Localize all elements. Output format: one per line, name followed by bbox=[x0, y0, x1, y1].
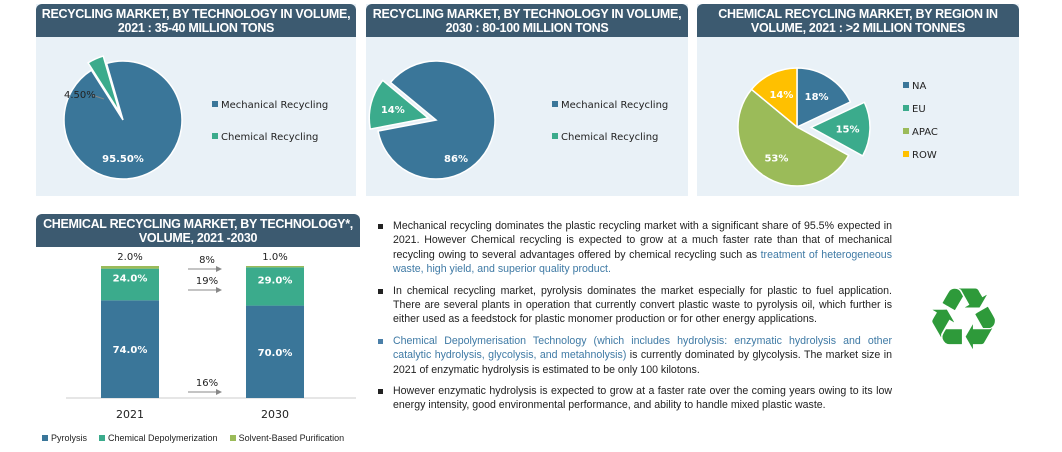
bullet-item: In chemical recycling market, pyrolysis … bbox=[376, 284, 892, 327]
legend-label: Solvent-Based Purification bbox=[238, 433, 345, 443]
pie-slice bbox=[377, 60, 496, 180]
legend-item: Pyrolysis bbox=[42, 433, 87, 443]
pie-panel-region: CHEMICAL RECYCLING MARKET, BY REGION IN … bbox=[697, 4, 1019, 196]
bullet-item: Mechanical recycling dominates the plast… bbox=[376, 219, 892, 277]
legend-swatch bbox=[99, 435, 106, 441]
legend-label: NA bbox=[912, 81, 926, 92]
data-label: 95.50% bbox=[102, 154, 144, 165]
pie-slice bbox=[87, 55, 121, 114]
legend-swatch bbox=[903, 128, 909, 134]
chart-title: CHEMICAL RECYCLING MARKET, BY TECHNOLOGY… bbox=[36, 214, 360, 247]
data-label: 14% bbox=[769, 90, 793, 101]
growth-label: 19% bbox=[196, 276, 218, 287]
data-label: 14% bbox=[381, 105, 405, 116]
data-label: 4.50% bbox=[64, 90, 96, 101]
legend-label: Pyrolysis bbox=[51, 433, 88, 443]
legend-swatch bbox=[552, 133, 558, 139]
legend-swatch bbox=[212, 133, 218, 139]
legend-label: Mechanical Recycling bbox=[221, 100, 328, 111]
growth-label: 8% bbox=[199, 255, 215, 266]
data-label: 74.0% bbox=[113, 345, 148, 356]
highlighted-text: Chemical Depolymerisation Technology (wh… bbox=[393, 334, 892, 362]
legend-label: ROW bbox=[912, 150, 937, 161]
pie-chart-2021: 95.50% Mechanical Recycling 4.50% Chemical … bbox=[63, 55, 328, 180]
legend-item: Chemical Depolymerization bbox=[99, 433, 218, 443]
bullet-text: However enzymatic hydrolysis is expected… bbox=[393, 385, 892, 412]
pie-slice bbox=[368, 79, 430, 130]
bar-legend: Pyrolysis Chemical Depolymerization Solven… bbox=[42, 433, 344, 443]
pie-chart-region: 18% NA 15% EU 53% APAC 14% ROW bbox=[737, 67, 938, 187]
data-label: 1.0% bbox=[262, 252, 287, 263]
legend-label: Chemical Recycling bbox=[221, 132, 318, 143]
pie-panel-2030: RECYCLING MARKET, BY TECHNOLOGY IN VOLUM… bbox=[366, 4, 688, 196]
legend-label: EU bbox=[912, 104, 926, 115]
legend-label: Chemical Recycling bbox=[561, 132, 658, 143]
stacked-bar-chart: 74.0% 24.0% 2.0% 2021 70.0% 29.0% 1.0% 2030 16% 1… bbox=[66, 252, 356, 421]
legend-swatch bbox=[903, 82, 909, 88]
arrow-head bbox=[216, 389, 222, 395]
bullet-text: In chemical recycling market, pyrolysis … bbox=[393, 284, 892, 326]
x-tick-label: 2030 bbox=[261, 408, 289, 421]
bullet-text: is currently dominated by glycolysis. Th… bbox=[393, 349, 893, 376]
bullet-item: Chemical Depolymerisation Technology (wh… bbox=[376, 334, 892, 377]
bar-segment bbox=[246, 267, 304, 306]
bar-panel: CHEMICAL RECYCLING MARKET, BY TECHNOLOGY… bbox=[36, 214, 360, 450]
pie-slice bbox=[750, 67, 798, 129]
arrow-head bbox=[216, 287, 222, 293]
legend-label: Mechanical Recycling bbox=[561, 100, 668, 111]
bullet-text: Mechanical recycling dominates the plast… bbox=[393, 220, 892, 261]
legend-swatch bbox=[552, 101, 558, 107]
leader-line bbox=[91, 94, 105, 100]
data-label: 2.0% bbox=[117, 252, 142, 263]
legend-swatch bbox=[903, 105, 909, 111]
growth-label: 16% bbox=[196, 378, 218, 389]
bar-segment bbox=[246, 266, 304, 268]
data-label: 29.0% bbox=[258, 275, 293, 286]
bar-segment bbox=[101, 268, 159, 301]
legend-swatch bbox=[903, 151, 909, 157]
key-insights: Mechanical recycling dominates the plast… bbox=[376, 219, 892, 420]
data-label: 24.0% bbox=[113, 273, 148, 284]
chart-title: RECYCLING MARKET, BY TECHNOLOGY IN VOLUM… bbox=[366, 4, 688, 37]
bar-segment bbox=[246, 305, 304, 398]
pie-slice bbox=[737, 88, 850, 187]
data-label: 15% bbox=[836, 125, 860, 136]
pie-panel-2021: RECYCLING MARKET, BY TECHNOLOGY IN VOLUM… bbox=[36, 4, 356, 196]
legend-label: APAC bbox=[912, 127, 938, 138]
chart-title: CHEMICAL RECYCLING MARKET, BY REGION IN … bbox=[697, 4, 1019, 37]
data-label: 53% bbox=[764, 153, 788, 164]
chart-title: RECYCLING MARKET, BY TECHNOLOGY IN VOLUM… bbox=[36, 4, 356, 37]
data-label: 18% bbox=[805, 92, 829, 103]
pie-slice bbox=[63, 60, 183, 180]
bar-segment bbox=[101, 300, 159, 398]
data-label: 70.0% bbox=[258, 348, 293, 359]
legend-swatch bbox=[212, 101, 218, 107]
legend-swatch bbox=[229, 435, 236, 441]
bullet-item: However enzymatic hydrolysis is expected… bbox=[376, 384, 892, 413]
arrow-head bbox=[216, 266, 222, 272]
pie-slice bbox=[809, 101, 871, 157]
data-label: 86% bbox=[444, 154, 468, 165]
x-tick-label: 2021 bbox=[116, 408, 144, 421]
legend-swatch bbox=[42, 435, 48, 441]
highlighted-text: treatment of heterogeneous waste, high y… bbox=[393, 248, 892, 276]
recycle-icon: ♻ bbox=[925, 270, 1003, 370]
legend-label: Chemical Depolymerization bbox=[108, 433, 218, 443]
bar-segment bbox=[101, 266, 159, 269]
legend-item: Solvent-Based Purification bbox=[229, 433, 345, 443]
pie-chart-2030: 86% Mechanical Recycling 14% Chemical Recyc… bbox=[368, 60, 668, 180]
pie-slice bbox=[796, 67, 852, 129]
